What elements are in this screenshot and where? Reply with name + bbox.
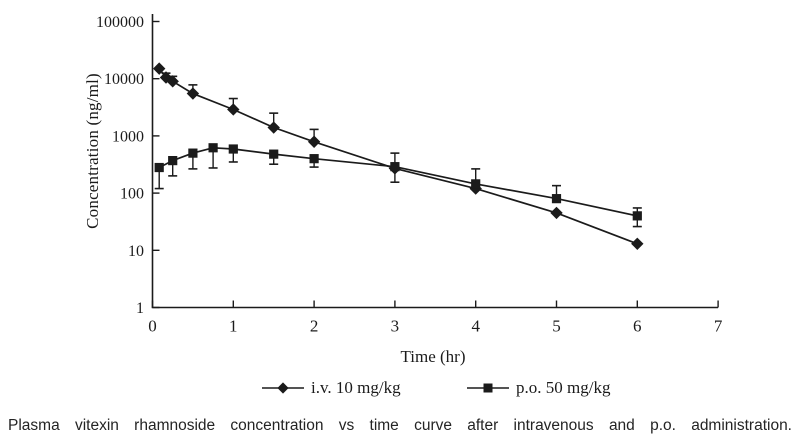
- legend-label-po: p.o. 50 mg/kg: [516, 378, 611, 397]
- y-tick-label: 10: [128, 243, 144, 260]
- x-axis-title: Time (hr): [400, 347, 466, 366]
- y-tick-label: 10000: [104, 71, 144, 88]
- legend-marker-square-icon: [467, 383, 509, 393]
- x-tick-label: 4: [471, 317, 480, 336]
- legend-item-po: p.o. 50 mg/kg: [467, 378, 610, 398]
- series-line-iv: [158, 68, 638, 245]
- data-point-diamond: [166, 75, 179, 88]
- x-tick-label: 5: [552, 317, 561, 336]
- legend-label-iv: i.v. 10 mg/kg: [311, 378, 401, 397]
- data-point-square: [154, 162, 164, 173]
- data-point-square: [228, 144, 238, 154]
- y-tick-label: 1000: [112, 128, 144, 145]
- x-tick-label: 1: [229, 317, 238, 336]
- legend-item-iv: i.v. 10 mg/kg: [262, 378, 401, 398]
- data-point-square: [551, 194, 562, 204]
- data-point-diamond: [153, 62, 166, 75]
- x-tick-label: 3: [391, 317, 400, 336]
- figure-caption: Plasma vitexin rhamnoside concentration …: [8, 417, 792, 434]
- x-tick-label: 6: [633, 317, 642, 336]
- x-tick-label: 0: [148, 317, 157, 336]
- x-tick-label: 7: [714, 317, 723, 336]
- data-point-diamond: [227, 103, 240, 116]
- data-point-square: [309, 154, 319, 164]
- legend-marker-diamond-icon: [262, 382, 304, 394]
- data-point-square: [208, 143, 218, 153]
- legend: i.v. 10 mg/kg p.o. 50 mg/kg: [0, 378, 800, 398]
- data-point-square: [390, 162, 400, 172]
- data-point-diamond: [550, 206, 563, 220]
- data-point-diamond: [631, 237, 644, 250]
- data-point-square: [632, 211, 642, 221]
- data-point-square: [471, 179, 481, 189]
- y-tick-label: 1: [136, 300, 144, 317]
- x-tick-label: 2: [310, 317, 319, 336]
- data-point-square: [188, 148, 198, 158]
- data-point-diamond: [307, 135, 321, 148]
- data-point-square: [168, 155, 178, 166]
- y-tick-label: 100: [120, 186, 144, 203]
- y-tick-label: 100000: [96, 14, 144, 31]
- data-point-diamond: [267, 121, 280, 134]
- data-point-diamond: [186, 87, 200, 100]
- data-point-square: [269, 149, 279, 159]
- y-axis-title: Concentration (ng/ml): [83, 73, 102, 229]
